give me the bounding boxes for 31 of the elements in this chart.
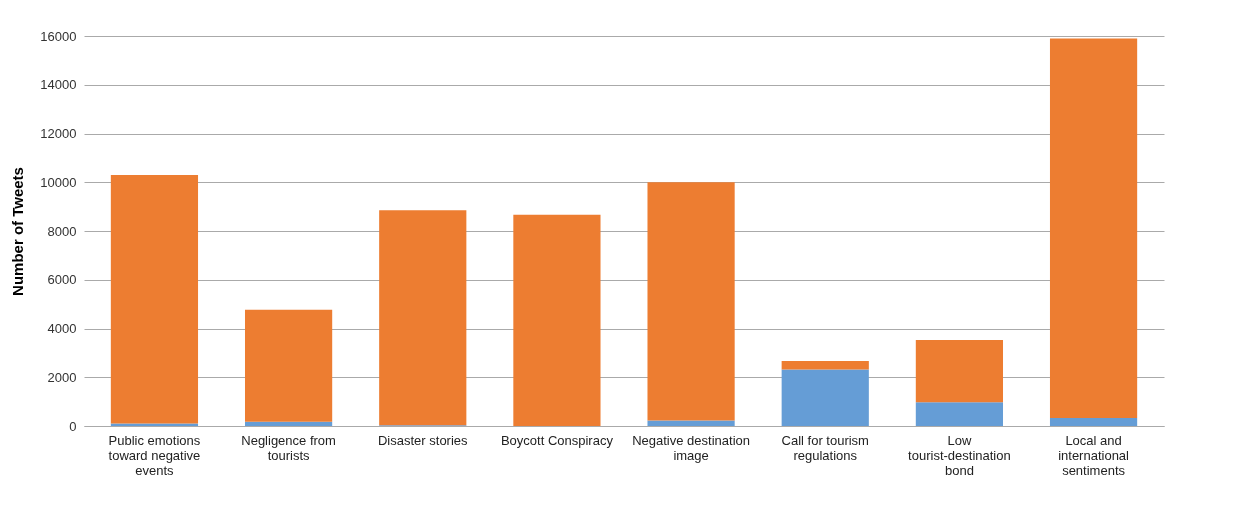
y-tick-label: 4000	[47, 321, 77, 336]
x-tick-label: Boycott Conspiracy	[500, 432, 614, 448]
y-tick-label: 12000	[40, 126, 77, 141]
bar	[647, 182, 735, 421]
y-tick-label: 10000	[40, 174, 77, 190]
x-tick-label: Call for tourism regulations	[781, 432, 869, 463]
bar	[915, 402, 1004, 426]
x-tick-label: Negative destination image	[632, 432, 750, 463]
x-tick-label: Low tourist-destination bond	[908, 432, 1011, 478]
y-tick-label: 14000	[40, 77, 77, 93]
y-tick-label: 8000	[47, 223, 77, 239]
bar	[513, 214, 601, 426]
x-tick-label: Local and international sentiments	[1058, 432, 1130, 478]
bar	[1049, 38, 1138, 418]
bar	[915, 339, 1004, 403]
bar	[110, 174, 199, 424]
bar	[244, 309, 333, 422]
x-tick-label: Negligence from tourists	[241, 432, 336, 463]
y-tick-label: 16000	[40, 28, 77, 44]
y-axis-title: Number of Tweets	[9, 167, 27, 296]
x-tick-label: Public emotions toward negative events	[108, 432, 201, 478]
y-tick-label: 2000	[47, 369, 77, 385]
bar	[647, 420, 735, 426]
y-tick-label: 6000	[47, 272, 77, 288]
x-tick-label: Disaster stories	[377, 432, 469, 448]
bar	[379, 210, 467, 426]
y-tick-label: 0	[69, 418, 77, 434]
bar	[244, 421, 333, 426]
bar	[1049, 417, 1138, 426]
bar	[781, 369, 869, 426]
bar	[781, 360, 869, 370]
